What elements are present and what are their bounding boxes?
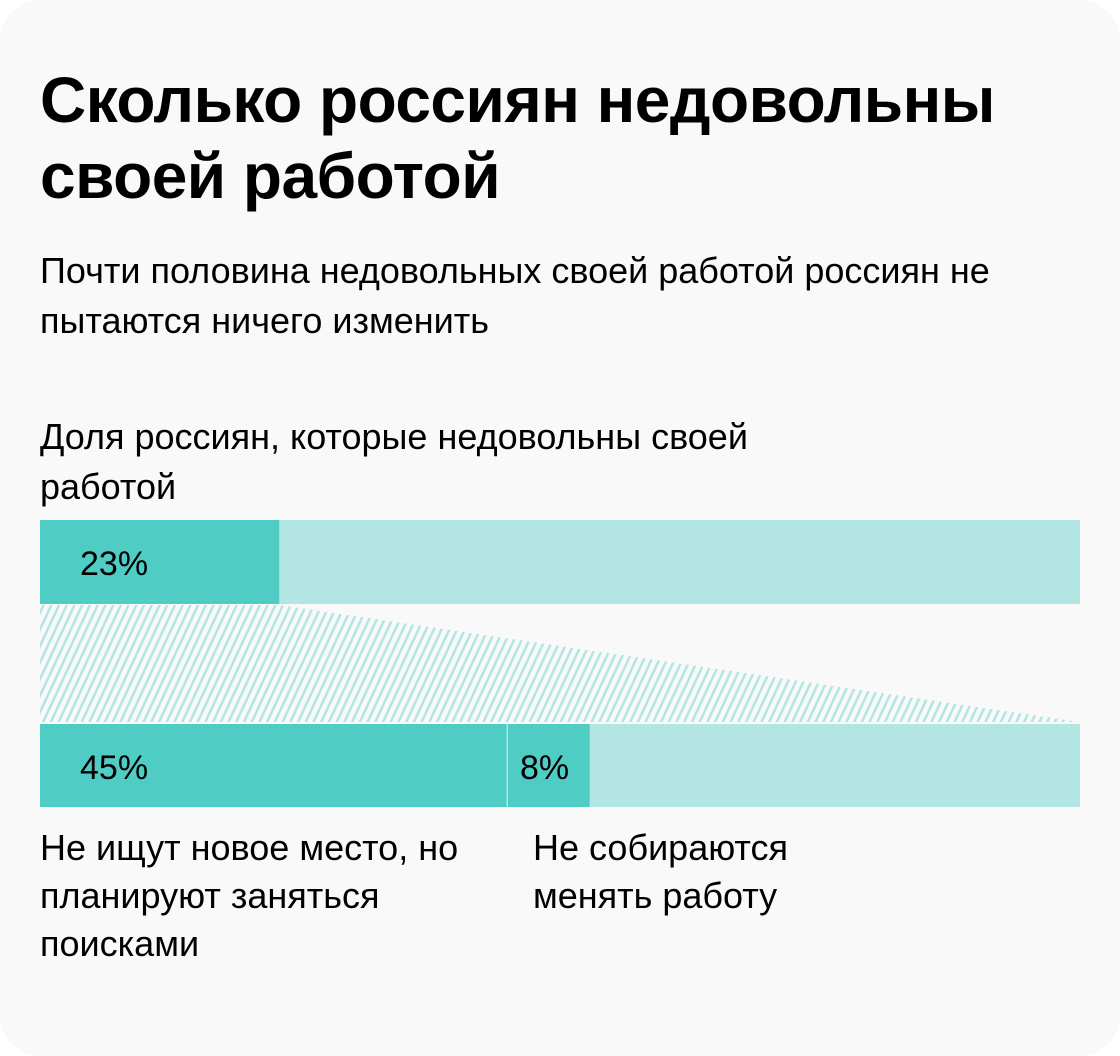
- value-label: 45%: [80, 749, 148, 787]
- subtitle: Почти половина недовольных своей работой…: [40, 250, 990, 341]
- page-title: Сколько россиян недовольны своей работой: [40, 64, 995, 212]
- value-label: 8%: [520, 749, 569, 787]
- bar-segment-8: [508, 724, 590, 807]
- caption-not-changing: Не собираются менять работу: [533, 827, 789, 916]
- chart-title: Доля россиян, которые недовольны своей р…: [40, 416, 748, 507]
- bar-segment-45: [40, 724, 507, 807]
- caption-looking-later: Не ищут новое место, но планируют занять…: [40, 827, 459, 964]
- value-label: 23%: [80, 545, 148, 583]
- bar-segment-23: [40, 520, 280, 604]
- connector-hatch: [40, 605, 1080, 722]
